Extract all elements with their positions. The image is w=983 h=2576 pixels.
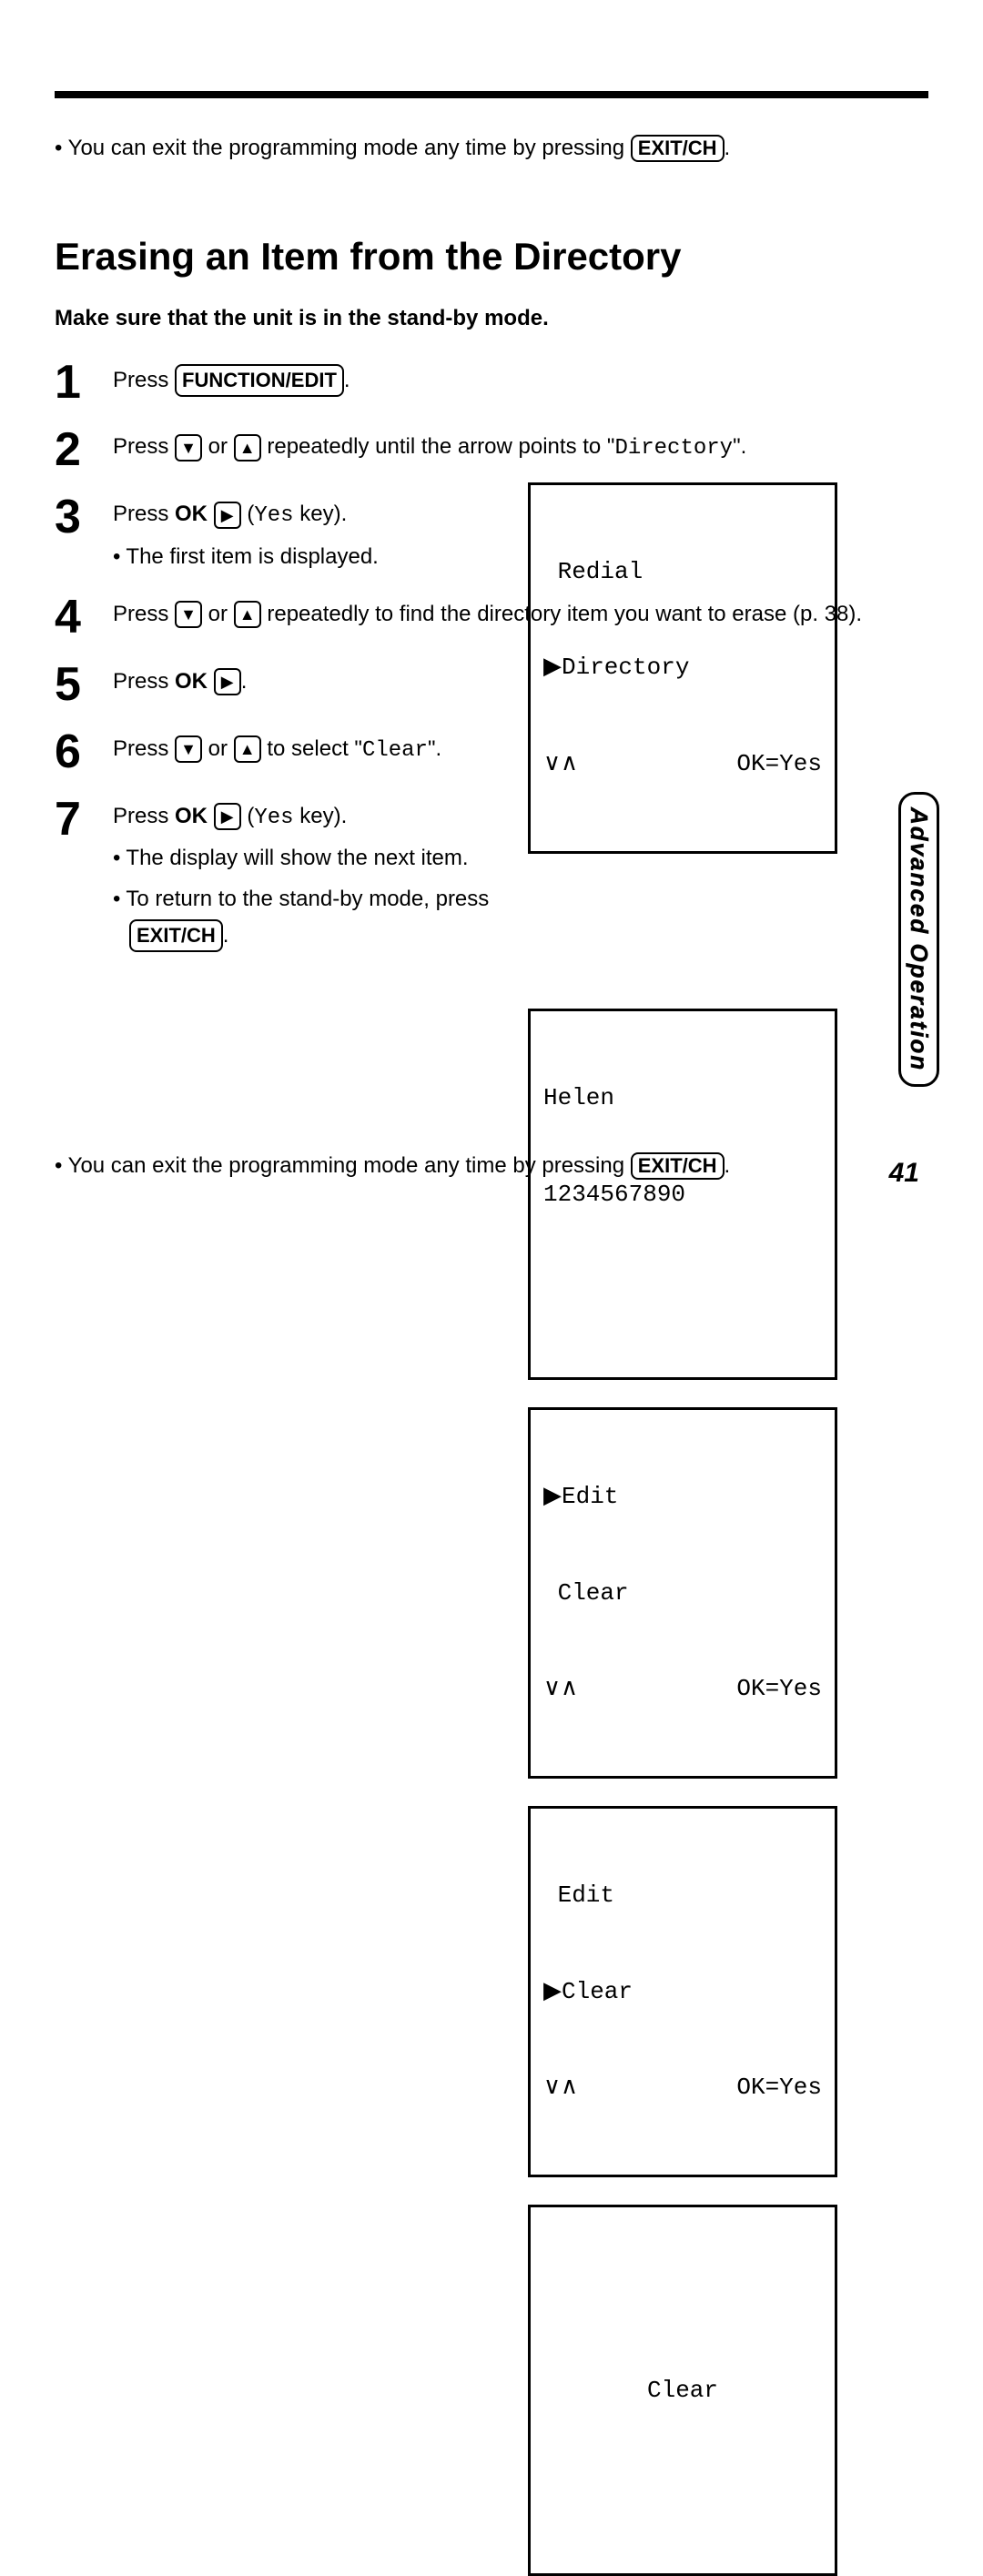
page-number: 41: [889, 1158, 919, 1189]
step-sub-text: To return to the stand-by mode, press: [126, 887, 489, 911]
step-number: 1: [55, 359, 95, 406]
step-text-fragment: ".: [428, 736, 441, 761]
step-text-fragment: or: [202, 736, 234, 761]
step-text: Press ▼ or ▲ repeatedly until the arrow …: [113, 431, 928, 465]
lcd-line: Clear: [543, 2375, 822, 2407]
step-text-fragment: .: [344, 368, 350, 392]
step-number: 4: [55, 593, 95, 641]
step-body: Press FUNCTION/EDIT.: [113, 359, 928, 397]
step-text-fragment: Press: [113, 804, 175, 828]
lcd-line: [543, 2470, 822, 2502]
lcd-footer-left: ∨∧: [543, 748, 578, 780]
mono-text: Clear: [362, 738, 428, 763]
intro-text-after: .: [725, 136, 731, 160]
step-text-fragment: (: [241, 502, 255, 526]
step-text-fragment: Press: [113, 368, 175, 392]
step-text-fragment: to select ": [261, 736, 362, 761]
lcd-footer-right: OK=Yes: [736, 2072, 822, 2104]
section-subtitle: Make sure that the unit is in the stand-…: [55, 306, 928, 331]
period: .: [223, 923, 229, 948]
step-body: Press ▼ or ▲ repeatedly until the arrow …: [113, 426, 928, 465]
arrow-key-icon: ▼: [175, 735, 202, 763]
intro-note: You can exit the programming mode any ti…: [55, 135, 928, 162]
lcd-clear-menu: Edit ▶Clear ∨∧ OK=Yes: [528, 1806, 837, 2177]
step-sub-text: The first item is displayed.: [126, 544, 378, 569]
step-number: 6: [55, 728, 95, 776]
step-text-fragment: ".: [733, 434, 746, 459]
lcd-footer-left: ∨∧: [543, 2072, 578, 2104]
arrow-key-icon: ▲: [234, 601, 261, 628]
step-text-fragment: Press: [113, 434, 175, 459]
mono-text: Directory: [614, 436, 733, 461]
step-text-fragment: or: [202, 602, 234, 626]
arrow-key-icon: ▶: [214, 502, 241, 529]
step-text-fragment: Press: [113, 669, 175, 694]
bold-text: OK: [175, 669, 214, 694]
lcd-edit-menu: ▶Edit Clear ∨∧ OK=Yes: [528, 1407, 837, 1779]
exit-ch-key: EXIT/CH: [129, 919, 223, 952]
step-text-fragment: Press: [113, 502, 175, 526]
lcd-contact: Helen 1234567890: [528, 1009, 837, 1380]
step-number: 7: [55, 796, 95, 843]
lcd-footer-left: ∨∧: [543, 1673, 578, 1705]
step-sub-text: The display will show the next item.: [126, 846, 468, 870]
lcd-line: Clear: [543, 1577, 822, 1609]
step-text-fragment: Press: [113, 602, 175, 626]
step-text-fragment: .: [241, 669, 248, 694]
step-text-fragment: repeatedly until the arrow points to ": [261, 434, 615, 459]
lcd-footer: ∨∧ OK=Yes: [543, 2072, 822, 2104]
lcd-line: [543, 1274, 822, 1306]
lcd-footer: ∨∧ OK=Yes: [543, 1673, 822, 1705]
arrow-key-icon: ▶: [214, 803, 241, 830]
step-text-fragment: key).: [294, 804, 348, 828]
exit-ch-key: EXIT/CH: [631, 135, 725, 162]
step-text-fragment: Press: [113, 736, 175, 761]
step-row: 2 Press ▼ or ▲ repeatedly until the arrow…: [55, 426, 928, 473]
lcd-line: ▶Edit: [543, 1481, 822, 1513]
lcd-footer: ∨∧ OK=Yes: [543, 748, 822, 780]
bold-text: OK: [175, 804, 214, 828]
step-row: 1 Press FUNCTION/EDIT.: [55, 359, 928, 406]
lcd-line: ▶Clear: [543, 1976, 822, 2008]
side-tab-advanced-operation: Advanced Operation: [898, 792, 939, 1087]
lcd-line: [543, 2278, 822, 2310]
key-label: FUNCTION/EDIT: [175, 364, 344, 397]
arrow-key-icon: ▲: [234, 434, 261, 461]
top-rule: [55, 91, 928, 98]
step-text-fragment: (: [241, 804, 255, 828]
step-number: 2: [55, 426, 95, 473]
step-text: Press FUNCTION/EDIT.: [113, 364, 928, 397]
step-number: 5: [55, 661, 95, 708]
lcd-directory-menu: Redial ▶Directory ∨∧ OK=Yes: [528, 482, 837, 854]
lcd-line: Redial: [543, 556, 822, 588]
lcd-footer-right: OK=Yes: [736, 748, 822, 780]
bold-text: OK: [175, 502, 214, 526]
lcd-line: ▶Directory: [543, 652, 822, 684]
intro-text-before: You can exit the programming mode any ti…: [55, 136, 631, 160]
manual-page: You can exit the programming mode any ti…: [0, 0, 983, 1234]
step-text-fragment: key).: [294, 502, 348, 526]
section-title: Erasing an Item from the Directory: [55, 235, 928, 279]
step-text-fragment: or: [202, 434, 234, 459]
lcd-clear-confirm: Clear: [528, 2205, 837, 2576]
lcd-line: Edit: [543, 1880, 822, 1912]
arrow-key-icon: ▲: [234, 735, 261, 763]
mono-text: Yes: [254, 806, 293, 830]
lcd-line: Helen: [543, 1082, 822, 1114]
mono-text: Yes: [254, 503, 293, 528]
lcd-screens-column: Redial ▶Directory ∨∧ OK=Yes Helen 123456…: [528, 482, 837, 2576]
step-number: 3: [55, 493, 95, 541]
lcd-line: 1234567890: [543, 1179, 822, 1211]
lcd-footer-right: OK=Yes: [736, 1673, 822, 1705]
arrow-key-icon: ▼: [175, 434, 202, 461]
arrow-key-icon: ▼: [175, 601, 202, 628]
arrow-key-icon: ▶: [214, 668, 241, 695]
